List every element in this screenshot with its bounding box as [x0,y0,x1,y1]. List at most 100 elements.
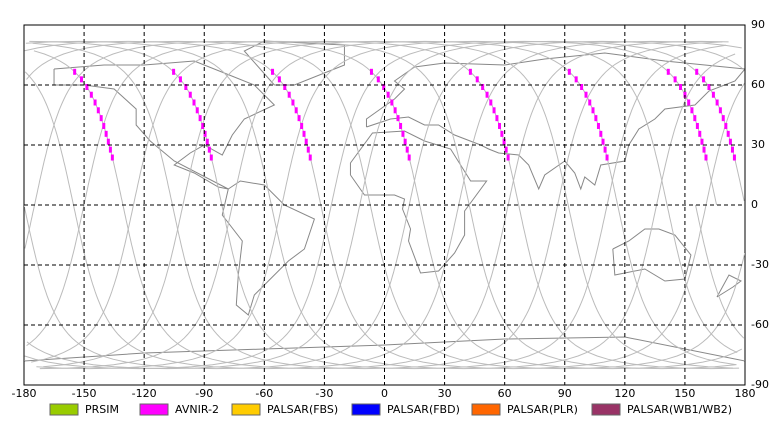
swath-segment [468,68,472,75]
swath-segment [188,91,192,98]
ground-track [24,40,736,370]
legend-label: PALSAR(FBS) [267,403,338,416]
legend-swatch [351,403,381,416]
swath-segment [277,76,281,83]
swath-segment [489,99,493,106]
swath-segment [297,115,301,122]
swath-segment [93,99,97,106]
swath-segment [401,130,405,137]
lon-tick-label: 0 [381,387,388,400]
swath-segment [498,122,502,129]
swath-segment [588,99,592,106]
swath-segment [702,76,706,83]
swath-segment [207,146,211,153]
swath-segment [730,146,734,153]
swath-segment [500,130,504,137]
lon-tick-label: 150 [674,387,695,400]
swath-segment [304,138,308,145]
swath-segment [605,154,609,161]
swath-segment [390,99,394,106]
swath-segment [506,154,510,161]
swath-segment [291,99,295,106]
swath-segment [287,91,291,98]
swath-segment [704,154,708,161]
swath-segment [104,130,108,137]
lon-tick-label: -150 [72,387,97,400]
swath-segment [209,154,213,161]
lat-tick-label: 0 [751,198,758,211]
swath-segment [386,91,390,98]
lat-tick-label: -90 [751,378,769,391]
swath-segment [79,76,83,83]
ground-track [43,40,740,370]
lon-tick-label: -60 [255,387,273,400]
swath-segment [683,91,687,98]
swath-segment [308,154,312,161]
swath-segment [172,68,176,75]
swath-segment [732,154,736,161]
swath-segment [690,107,694,114]
swath-segment [695,122,699,129]
swath-segment [707,83,711,90]
ground-track [26,40,745,370]
lat-tick-label: 60 [751,78,765,91]
legend-label: PALSAR(WB1/WB2) [627,403,732,416]
swath-segment [695,68,699,75]
swath-segment [596,122,600,129]
swath-segment [205,138,209,145]
swath-segment [715,99,719,106]
lon-tick-label: -30 [315,387,333,400]
lat-tick-label: -60 [751,318,769,331]
swath-segment [580,83,584,90]
swath-segment [89,91,93,98]
legend-label: PALSAR(FBD) [387,403,460,416]
lon-tick-label: 60 [498,387,512,400]
swath-segment [108,146,112,153]
swath-segment [567,68,571,75]
legend-swatch [139,403,169,416]
coastline [221,180,316,316]
lon-tick-label: 30 [438,387,452,400]
swath-segment [728,138,732,145]
swath-segment [504,146,508,153]
legend-swatch [591,403,621,416]
swath-segment [495,115,499,122]
swath-segment [96,107,100,114]
swath-segment [687,99,691,106]
swath-segment [300,122,304,129]
swath-segment [485,91,489,98]
swath-segment [679,83,683,90]
legend-label: PALSAR(PLR) [507,403,578,416]
legend-swatch [49,403,79,416]
swath-segment [85,83,89,90]
ground-track [36,40,737,370]
swath-segment [396,115,400,122]
swath-segment [110,154,114,161]
swath-segment [475,76,479,83]
coastline [349,130,488,274]
swath-segment [393,107,397,114]
swath-segment [718,107,722,114]
swath-segment [271,68,275,75]
ground-track [24,40,743,370]
swath-segment [591,107,595,114]
swath-segment [283,83,287,90]
ground-track [26,40,745,370]
swath-segment [405,146,409,153]
swath-segment [702,146,706,153]
lat-tick-label: 30 [751,138,765,151]
swath-segment [102,122,106,129]
swath-segment [673,76,677,83]
lon-tick-label: -120 [132,387,157,400]
lon-tick-label: -90 [195,387,213,400]
swath-segment [721,115,725,122]
swath-segment [492,107,496,114]
lat-tick-label: -30 [751,258,769,271]
swath-segment [376,76,380,83]
swath-segment [198,115,202,122]
swath-segment [382,83,386,90]
swath-segment [184,83,188,90]
lon-tick-label: 180 [735,387,756,400]
swath-segment [594,115,598,122]
swath-segment [724,122,728,129]
